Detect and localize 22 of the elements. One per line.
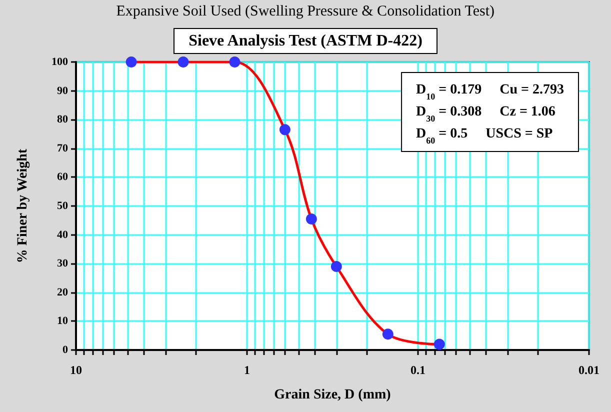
x-tick-label: 0.01 [578,363,600,377]
x-tick-label: 10 [70,363,82,377]
annotation: USCS = SP [486,126,554,142]
y-tick-label: 0 [62,344,68,356]
y-tick-label: 70 [57,142,68,154]
y-axis-title: % Finer by Weight [16,148,30,264]
y-tick-label: 30 [57,258,68,270]
x-tick-label: 1 [244,363,250,377]
text: Expansive Soil Used (Swelling Pressure & Consolidation Test) [116,4,494,20]
y-tick-label: 10 [57,315,68,328]
x-tick-label: 0.1 [410,363,426,377]
y-tick-label: 50 [57,200,68,212]
y-tick-label: 100 [52,56,68,68]
x-axis-title: Grain Size, D (mm) [274,388,392,402]
y-tick-label: 80 [57,114,68,126]
y-tick-label: 60 [57,171,68,184]
y-tick-label: 20 [57,286,68,298]
annotation: Cz = 1.06 [500,104,556,120]
y-tick-label: 90 [57,84,68,97]
chart-title: Sieve Analysis Test (ASTM D-422) [188,32,422,50]
annotation: Cu = 2.793 [500,82,564,98]
y-tick-label: 40 [57,228,68,241]
